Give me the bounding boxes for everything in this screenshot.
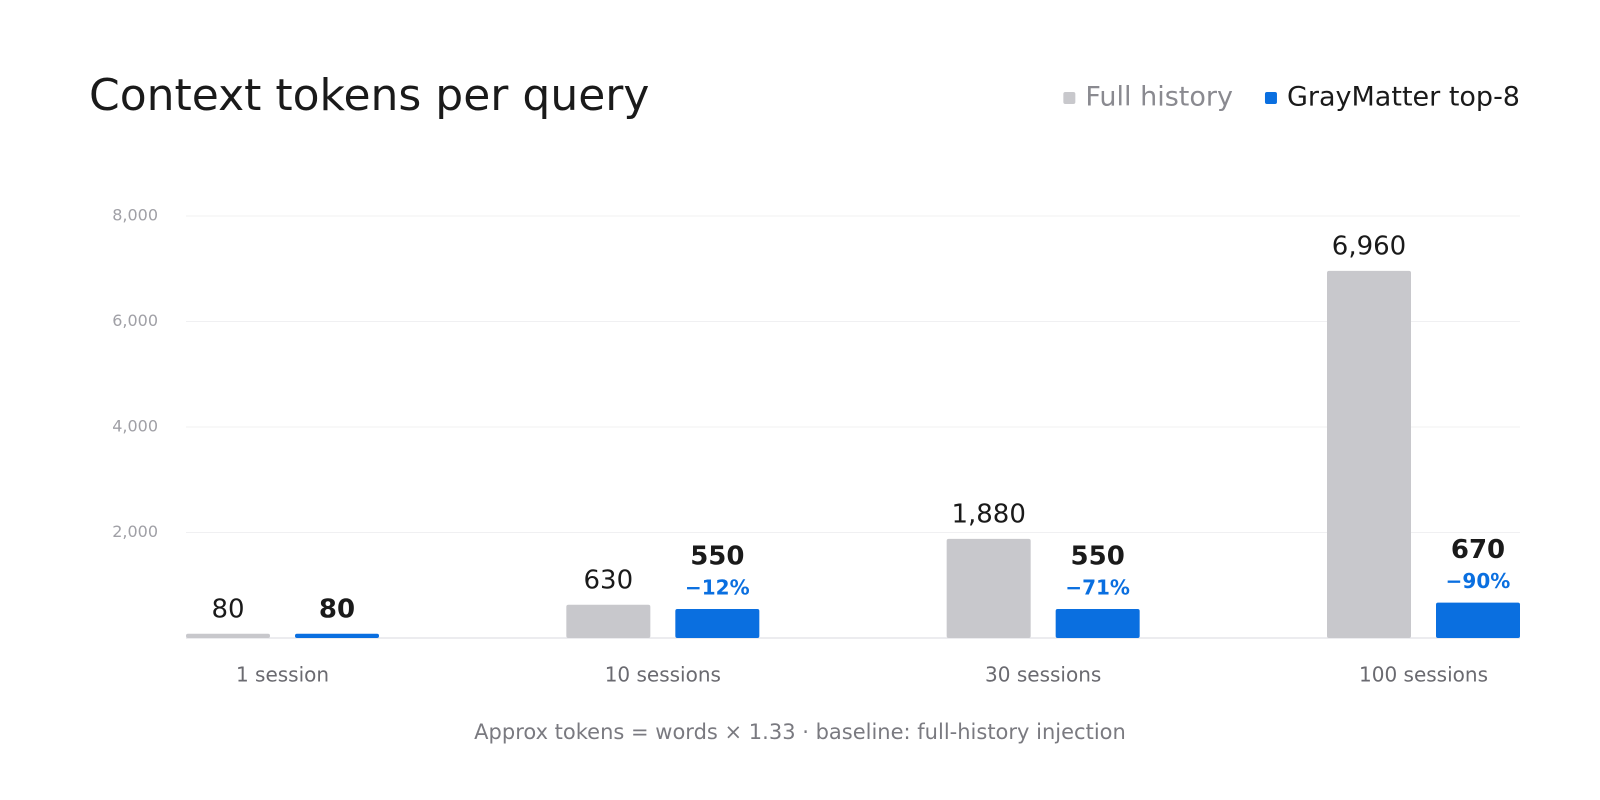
y-tick-label: 2,000 (112, 522, 158, 541)
y-tick-label: 8,000 (112, 206, 158, 225)
bar (295, 633, 379, 638)
bar (186, 633, 270, 638)
chart-title: Context tokens per query (89, 70, 649, 121)
bar (946, 538, 1031, 638)
value-label: 670 (1451, 535, 1505, 565)
legend-swatch (1063, 92, 1076, 104)
y-tick-label: 6,000 (112, 311, 158, 330)
legend-label: GrayMatter top-8 (1287, 82, 1520, 113)
legend-swatch (1264, 92, 1277, 104)
bar (566, 604, 651, 638)
legend-label: Full history (1085, 82, 1233, 113)
y-tick-label: 4,000 (112, 417, 158, 436)
bar (1436, 602, 1520, 638)
x-tick-label: 100 sessions (1359, 663, 1488, 687)
value-label: 630 (584, 565, 634, 595)
change-label: −71% (1065, 575, 1130, 599)
x-tick-label: 1 session (236, 663, 329, 687)
bar (1055, 608, 1140, 638)
bar (1327, 270, 1411, 638)
value-label: 550 (1071, 541, 1125, 571)
value-label: 80 (319, 594, 355, 624)
footnote: Approx tokens = words × 1.33 · baseline:… (474, 720, 1126, 744)
bar (675, 608, 760, 638)
value-label: 80 (211, 594, 244, 624)
change-label: −90% (1446, 569, 1511, 593)
value-label: 6,960 (1332, 231, 1406, 261)
change-label: −12% (685, 575, 750, 599)
value-label: 550 (690, 541, 744, 571)
x-tick-label: 10 sessions (605, 663, 721, 687)
x-tick-label: 30 sessions (985, 663, 1101, 687)
value-label: 1,880 (951, 499, 1025, 529)
